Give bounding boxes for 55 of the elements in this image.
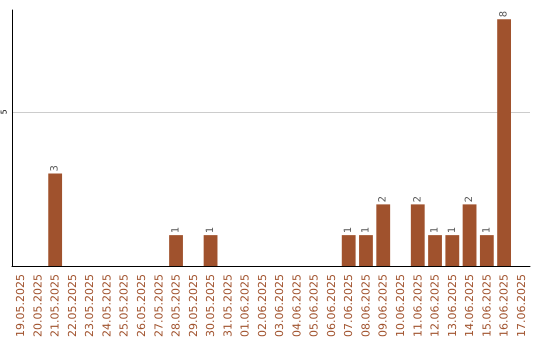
x-tick-label: 23.05.2025: [83, 274, 96, 338]
x-tick-label: 16.06.2025: [498, 274, 511, 338]
x-tick-label: 24.05.2025: [100, 274, 114, 338]
x-tick-label: 27.05.2025: [152, 274, 166, 338]
x-tick-label: 05.06.2025: [308, 274, 321, 338]
x-tick-label: 06.06.2025: [324, 274, 338, 338]
x-tick-label: 08.06.2025: [359, 274, 372, 338]
data-label: 1: [360, 226, 372, 234]
x-tick-label: 03.06.2025: [273, 274, 286, 338]
x-tick-label: 04.06.2025: [290, 274, 304, 338]
x-tick-label: 25.05.2025: [118, 274, 131, 338]
data-label: 1: [343, 226, 354, 234]
x-tick-label: 20.05.2025: [31, 274, 44, 338]
x-tick-label: 30.05.2025: [204, 274, 218, 338]
data-label: 1: [170, 226, 182, 234]
bar: [445, 235, 460, 266]
bar: [428, 235, 442, 266]
x-tick-label: 21.05.2025: [48, 274, 62, 338]
bar: [410, 204, 425, 266]
x-tick-label: 07.06.2025: [342, 274, 356, 338]
x-tick-label: 11.06.2025: [411, 274, 424, 338]
x-tick-label: 09.06.2025: [376, 274, 390, 338]
bar: [462, 204, 476, 266]
x-tick-label: 13.06.2025: [446, 274, 459, 338]
x-tick-label: 22.05.2025: [66, 274, 79, 338]
bar: [169, 235, 183, 266]
bar: [497, 19, 512, 266]
x-tick-label: 01.06.2025: [238, 274, 252, 338]
y-tick-label: 5: [0, 109, 8, 114]
x-tick-label: 10.06.2025: [394, 274, 407, 338]
x-tick-label: 02.06.2025: [256, 274, 269, 338]
x-tick-label: 26.05.2025: [135, 274, 148, 338]
x-tick-label: 17.06.2025: [514, 274, 528, 338]
bar: [376, 204, 390, 266]
bar: [204, 235, 218, 266]
data-label: 1: [481, 226, 492, 234]
x-tick-label: 14.06.2025: [463, 274, 476, 338]
data-label: 2: [464, 196, 476, 202]
data-label: 1: [430, 226, 441, 234]
bar: [359, 235, 373, 266]
x-tick-label: 15.06.2025: [480, 274, 494, 338]
data-label: 3: [50, 165, 61, 172]
x-tick-label: 31.05.2025: [221, 274, 234, 338]
data-label: 1: [446, 226, 458, 234]
x-tick-label: 29.05.2025: [186, 274, 200, 338]
bar: [342, 235, 356, 266]
data-label: 8: [498, 10, 510, 18]
x-tick-label: 12.06.2025: [428, 274, 442, 338]
data-label: 2: [378, 196, 389, 202]
bar: [480, 235, 494, 266]
data-label: 2: [412, 196, 424, 202]
x-tick-label: 28.05.2025: [170, 274, 183, 338]
bar: [48, 173, 62, 266]
x-tick-label: 19.05.2025: [14, 274, 28, 338]
data-label: 1: [205, 226, 216, 234]
